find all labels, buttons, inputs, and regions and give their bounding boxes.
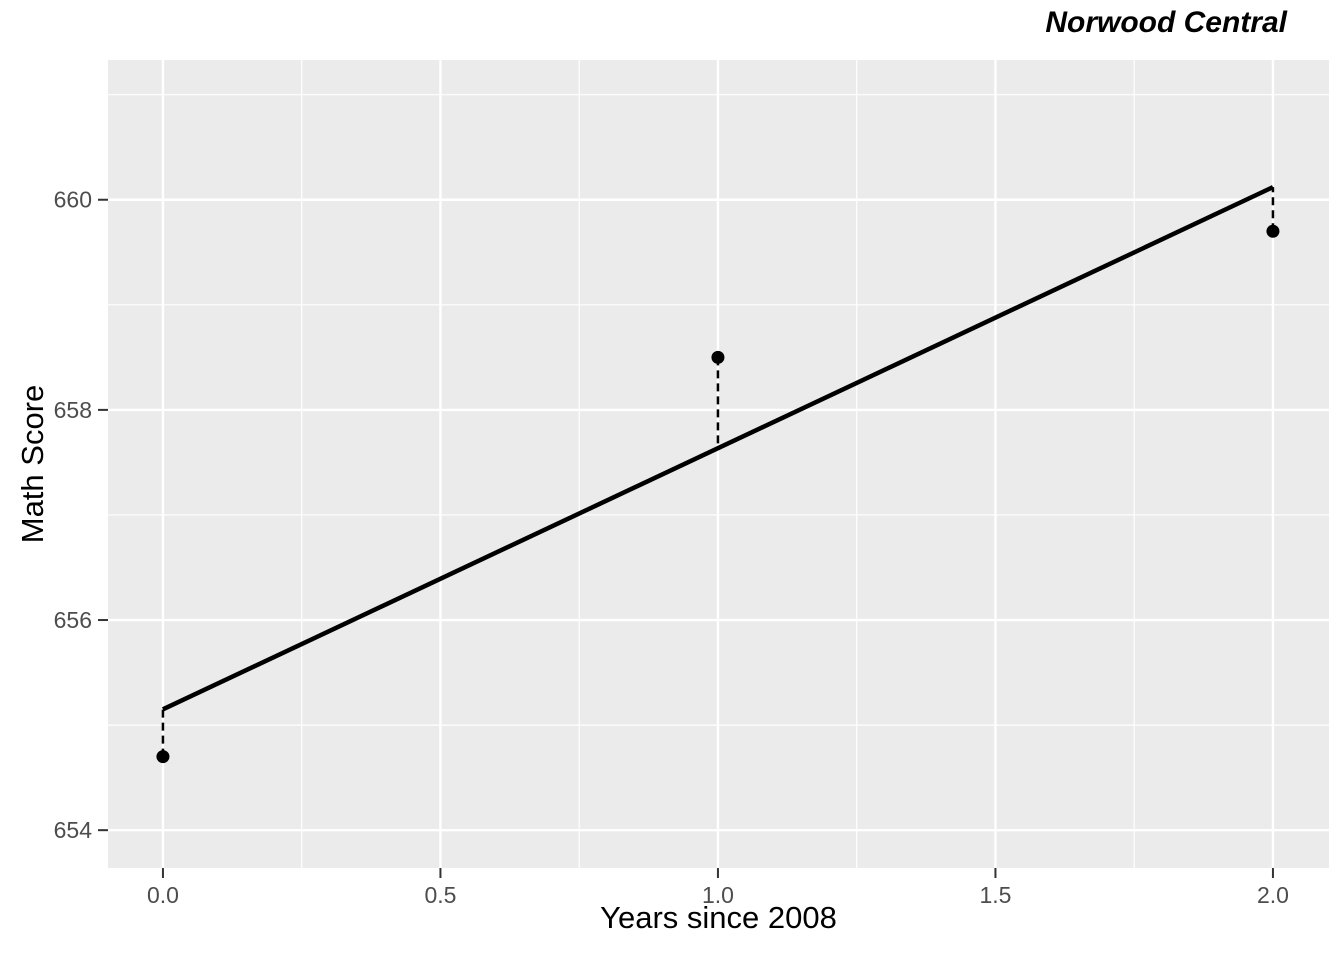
y-axis-title: Math Score bbox=[15, 384, 50, 544]
fitted-line bbox=[161, 185, 1274, 712]
x-tick-label: 2.0 bbox=[1257, 882, 1289, 908]
x-axis-title: Years since 2008 bbox=[600, 900, 837, 935]
data-point bbox=[711, 350, 725, 364]
data-point bbox=[156, 750, 170, 764]
y-tick-label: 654 bbox=[54, 817, 93, 843]
y-tick-label: 658 bbox=[54, 397, 92, 423]
y-tick-label: 660 bbox=[54, 187, 92, 213]
y-tick-label: 656 bbox=[54, 607, 92, 633]
x-tick-label: 1.5 bbox=[979, 882, 1011, 908]
plot-title: Norwood Central bbox=[1045, 6, 1287, 39]
x-tick-label: 0.0 bbox=[147, 882, 179, 908]
data-point bbox=[1266, 224, 1280, 238]
x-tick-label: 0.5 bbox=[424, 882, 456, 908]
x-tick-label: 1.0 bbox=[702, 882, 734, 908]
